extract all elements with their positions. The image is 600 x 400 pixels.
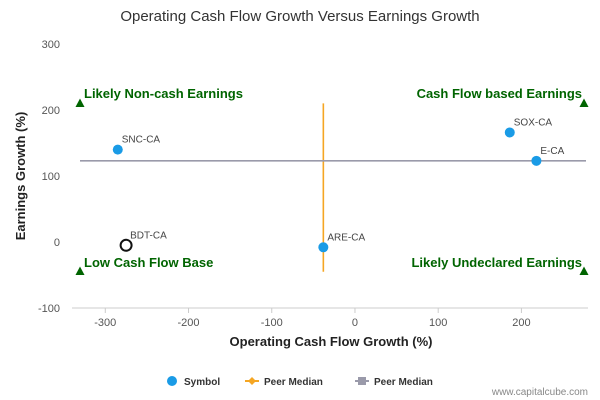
quadrant-label-top-left: Likely Non-cash Earnings xyxy=(84,86,243,101)
quadrant-marker-icon xyxy=(75,98,85,107)
data-point xyxy=(504,127,515,138)
y-tick-label: 0 xyxy=(54,237,60,249)
data-point-label: SOX-CA xyxy=(514,117,553,128)
chart-title: Operating Cash Flow Growth Versus Earnin… xyxy=(120,8,479,25)
y-tick-label: -100 xyxy=(38,303,60,315)
legend-diamond-icon xyxy=(248,377,256,385)
y-tick-label: 100 xyxy=(42,171,60,183)
data-points: SNC-CA BDT-CA ARE-CA SOX-CA E-CA xyxy=(112,117,565,253)
quadrant-label-bottom-right: Likely Undeclared Earnings xyxy=(411,255,582,270)
quadrant-label-bottom-left: Low Cash Flow Base xyxy=(84,255,213,270)
data-point-label: BDT-CA xyxy=(130,230,167,241)
y-tick-label: 300 xyxy=(42,39,60,51)
data-point xyxy=(318,242,329,253)
data-point xyxy=(119,238,133,252)
x-tick-label: -200 xyxy=(178,317,200,329)
quadrant-marker-icon xyxy=(579,98,589,107)
y-axis-label: Earnings Growth (%) xyxy=(13,112,28,241)
data-point-label: E-CA xyxy=(540,146,564,157)
quadrant-label-top-right: Cash Flow based Earnings xyxy=(417,86,582,101)
quadrant-marker-icon xyxy=(579,266,589,275)
legend-item-label: Peer Median xyxy=(374,377,433,388)
legend-square-icon xyxy=(358,377,366,385)
data-point xyxy=(531,155,542,166)
watermark: www.capitalcube.com xyxy=(491,387,588,398)
y-tick-labels: -100 0 100 200 300 xyxy=(38,39,60,315)
quadrant-marker-icon xyxy=(75,266,85,275)
legend-item-label: Peer Median xyxy=(264,377,323,388)
x-axis-label: Operating Cash Flow Growth (%) xyxy=(230,334,433,349)
x-tick-label: -300 xyxy=(94,317,116,329)
x-tick-label: -100 xyxy=(261,317,283,329)
data-point-label: SNC-CA xyxy=(122,135,161,146)
legend-item-label: Symbol xyxy=(184,377,220,388)
x-tick-labels: -300 -200 -100 0 100 200 xyxy=(94,308,531,329)
data-point xyxy=(112,144,123,155)
legend-symbol-icon xyxy=(167,376,177,386)
y-tick-label: 200 xyxy=(42,105,60,117)
legend: Symbol Peer Median Peer Median xyxy=(167,376,433,388)
x-tick-label: 200 xyxy=(512,317,530,329)
x-tick-label: 100 xyxy=(429,317,447,329)
x-tick-label: 0 xyxy=(352,317,358,329)
quadrant-labels: Likely Non-cash Earnings Cash Flow based … xyxy=(75,86,589,275)
data-point-label: ARE-CA xyxy=(327,232,365,243)
